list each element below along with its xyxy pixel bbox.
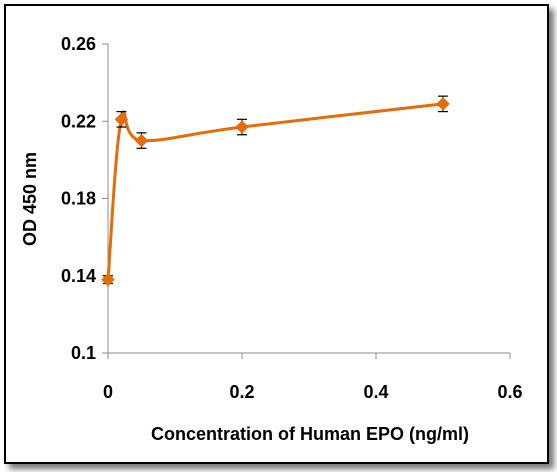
x-axis: 0 0.2 0.4 0.6 [103,352,523,402]
x-tick-label: 0.4 [363,382,388,402]
y-tick-label: 0.1 [71,343,96,363]
data-point-marker [134,133,149,148]
y-tick-label: 0.14 [61,266,96,286]
chart-frame [4,4,549,464]
data-point-marker [114,112,129,127]
x-tick-label: 0.2 [229,382,254,402]
data-point-marker [101,272,115,287]
series-line [106,102,444,280]
y-tick-label: 0.22 [61,111,96,131]
y-tick-label: 0.26 [61,34,96,54]
y-axis-label: OD 450 nm [20,152,40,246]
x-axis-label: Concentration of Human EPO (ng/ml) [151,424,469,444]
x-tick-label: 0.6 [497,382,522,402]
data-point-marker [436,97,450,111]
y-tick-label: 0.18 [61,189,96,209]
y-axis: 0.1 0.14 0.18 0.22 0.26 [61,34,109,363]
x-tick-label: 0 [103,382,113,402]
data-point-marker [235,120,249,134]
series-line-group [101,95,450,287]
